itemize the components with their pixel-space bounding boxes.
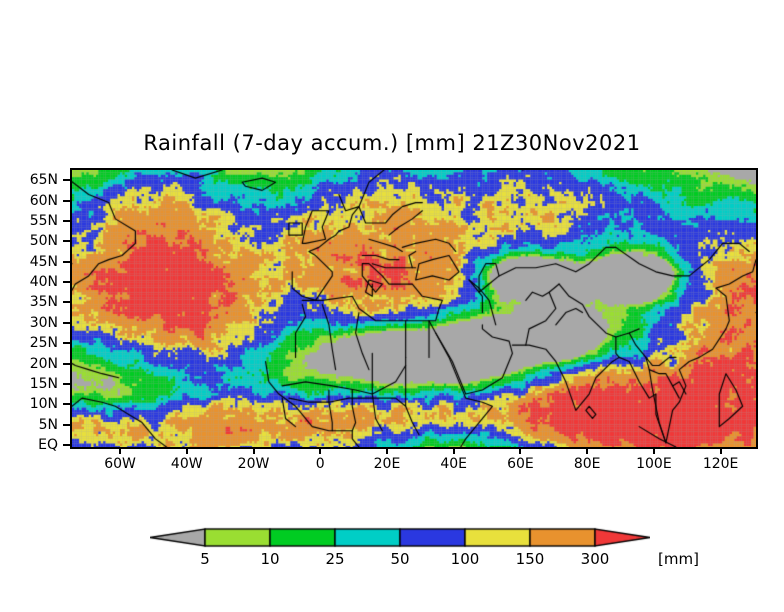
colorbar-swatches bbox=[150, 521, 650, 555]
page-title: Rainfall (7-day accum.) [mm] 21Z30Nov202… bbox=[143, 131, 641, 155]
y-axis-tick bbox=[63, 362, 70, 365]
y-axis-tick-label: 65N bbox=[29, 172, 58, 189]
y-axis-tick bbox=[63, 301, 70, 304]
x-axis-tick-label: 80E bbox=[573, 456, 601, 472]
rainfall-heatmap-canvas[interactable] bbox=[72, 170, 756, 447]
y-axis-tick-label: 5N bbox=[38, 416, 58, 433]
x-axis-tick-label: 100E bbox=[636, 456, 672, 472]
x-axis-tick-label: 40E bbox=[440, 456, 468, 472]
x-axis-tick bbox=[385, 447, 388, 454]
x-axis-tick bbox=[452, 447, 455, 454]
x-axis-tick bbox=[652, 447, 655, 454]
map-plot-area[interactable] bbox=[70, 168, 758, 449]
x-axis-tick bbox=[252, 447, 255, 454]
x-axis-tick bbox=[586, 447, 589, 454]
y-axis-tick-label: 10N bbox=[29, 396, 58, 413]
x-axis-tick-label: 120E bbox=[702, 456, 739, 472]
x-axis-tick bbox=[519, 447, 522, 454]
colorbar-tick-label: 25 bbox=[325, 550, 345, 568]
y-axis-tick bbox=[63, 321, 70, 324]
y-axis-tick-label: 55N bbox=[29, 212, 58, 229]
colorbar-tick-label: 5 bbox=[200, 550, 210, 568]
y-axis-tick bbox=[63, 382, 70, 385]
x-axis-tick bbox=[719, 447, 722, 454]
x-axis-tick bbox=[319, 447, 322, 454]
x-axis-tick-label: 40W bbox=[170, 456, 203, 472]
x-axis-tick-label: 60E bbox=[507, 456, 534, 472]
y-axis-tick bbox=[63, 199, 70, 202]
y-axis-tick-label: 20N bbox=[29, 355, 58, 372]
y-axis-tick bbox=[63, 403, 70, 406]
y-axis-tick-label: 15N bbox=[29, 375, 58, 392]
colorbar-tick-label: 10 bbox=[260, 550, 280, 568]
y-axis-tick bbox=[63, 423, 70, 426]
y-axis-tick-label: 40N bbox=[29, 274, 58, 291]
y-axis-tick-label: 25N bbox=[29, 335, 58, 352]
x-axis-tick bbox=[119, 447, 122, 454]
y-axis-tick bbox=[63, 179, 70, 182]
y-axis-tick bbox=[63, 281, 70, 284]
x-axis-tick bbox=[185, 447, 188, 454]
y-axis-tick bbox=[63, 260, 70, 263]
y-axis-tick bbox=[63, 342, 70, 345]
y-axis-tick-label: 30N bbox=[29, 314, 58, 331]
colorbar: [mm] 5 10 25 50 100 150 300 bbox=[0, 515, 784, 575]
y-axis-tick-label: EQ bbox=[38, 437, 58, 453]
colorbar-tick-label: 50 bbox=[390, 550, 410, 568]
colorbar-unit-label: [mm] bbox=[658, 550, 699, 568]
colorbar-tick-label: 150 bbox=[515, 550, 545, 568]
colorbar-tick-label: 300 bbox=[580, 550, 610, 568]
x-axis-tick-label: 20E bbox=[373, 456, 401, 472]
y-axis-tick bbox=[63, 240, 70, 243]
y-axis-tick bbox=[63, 219, 70, 222]
y-axis-tick-label: 50N bbox=[29, 233, 58, 250]
x-axis-tick-label: 0 bbox=[315, 456, 325, 472]
y-axis-tick-label: 60N bbox=[29, 192, 58, 209]
x-axis-tick-label: 60W bbox=[104, 456, 136, 472]
x-axis-tick-label: 20W bbox=[237, 456, 270, 472]
y-axis-tick bbox=[63, 444, 70, 446]
y-axis-tick-label: 35N bbox=[29, 294, 58, 311]
y-axis-tick-label: 45N bbox=[29, 253, 58, 270]
colorbar-tick-label: 100 bbox=[450, 550, 480, 568]
